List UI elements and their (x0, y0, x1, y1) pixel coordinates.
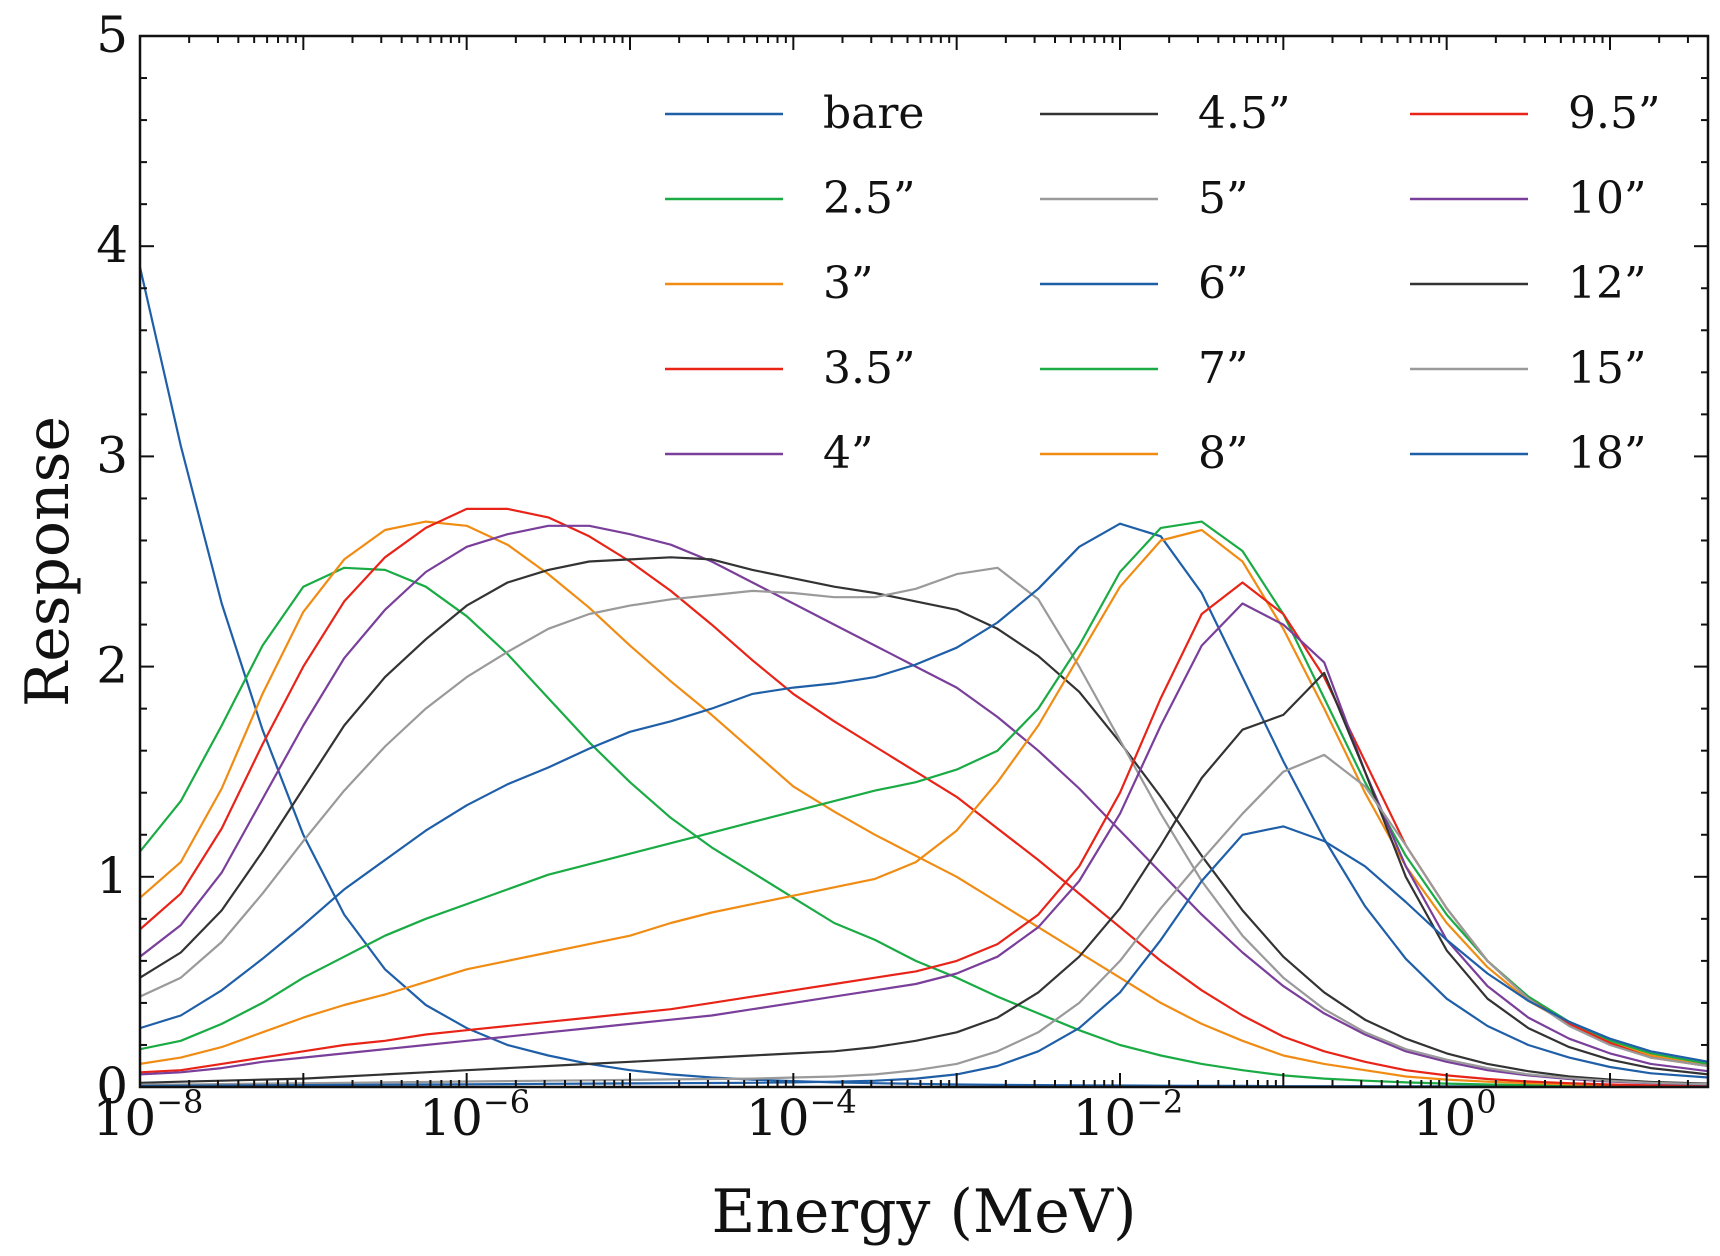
legend-label: 6” (1198, 258, 1249, 309)
legend-item: 4.5” (1040, 88, 1290, 139)
series-line-6 (140, 566, 1708, 1086)
series-line-9 (140, 528, 1708, 1068)
y-tick-label: 1 (96, 847, 128, 905)
x-tick-exponent: −8 (156, 1083, 203, 1121)
x-tick-base: 10 (746, 1089, 810, 1147)
legend-item: 10” (1410, 173, 1646, 224)
x-axis-label: Energy (MeV) (711, 1177, 1136, 1247)
legend-label: 2.5” (823, 173, 915, 224)
legend-label: 8” (1198, 428, 1249, 479)
legend-label: 9.5” (1568, 88, 1660, 139)
legend-item: 5” (1040, 173, 1249, 224)
legend-item: 2.5” (665, 173, 915, 224)
legend-label: 4” (823, 428, 874, 479)
series-layer (140, 266, 1708, 1087)
x-tick-label: 10−6 (419, 1083, 530, 1147)
legend-item: 9.5” (1410, 88, 1660, 139)
x-tick-exponent: 0 (1476, 1083, 1496, 1121)
legend-label: 5” (1198, 173, 1249, 224)
legend-item: 18” (1410, 428, 1646, 479)
legend-label: 7” (1198, 343, 1249, 394)
plot-frame (138, 34, 1710, 1089)
x-tick-label: 10−4 (746, 1083, 857, 1147)
legend-label: 3” (823, 258, 874, 309)
y-tick-label: 0 (96, 1057, 128, 1115)
legend-label: 15” (1568, 343, 1646, 394)
legend-label: 10” (1568, 173, 1646, 224)
series-line-4 (140, 524, 1708, 1086)
legend-item: 12” (1410, 258, 1646, 309)
x-tick-base: 10 (93, 1089, 157, 1147)
y-tick-label: 5 (96, 6, 128, 64)
legend-item: 3” (665, 258, 874, 309)
x-tick-base: 10 (1413, 1089, 1477, 1147)
series-line-10 (140, 581, 1708, 1074)
x-tick-base: 10 (419, 1089, 483, 1147)
series-line-13 (140, 753, 1708, 1087)
y-tick-label: 3 (96, 426, 128, 484)
x-tick-exponent: −2 (1136, 1083, 1183, 1121)
series-line-7 (140, 522, 1708, 1079)
series-line-11 (140, 602, 1708, 1076)
series-line-1 (140, 566, 1708, 1087)
y-axis-label: Response (13, 416, 83, 707)
series-line-12 (140, 671, 1708, 1084)
legend-label: bare (823, 88, 924, 139)
legend-label: 12” (1568, 258, 1646, 309)
legend-item: 8” (1040, 428, 1249, 479)
legend-item: 15” (1410, 343, 1646, 394)
x-tick-exponent: −4 (810, 1083, 857, 1121)
series-line-14 (140, 825, 1708, 1087)
y-tick-label: 4 (96, 216, 128, 274)
legend-item: 3.5” (665, 343, 915, 394)
legend-item: 6” (1040, 258, 1249, 309)
series-line-8 (140, 520, 1708, 1066)
legend-item: bare (665, 88, 924, 139)
legend-item: 4” (665, 428, 874, 479)
legend-label: 4.5” (1198, 88, 1290, 139)
x-tick-base: 10 (1073, 1089, 1137, 1147)
legend: bare 2.5” 3” 3.5” 4” 4.5” 5” 6” 7” 8” 9.5” 10” 12” 15… (665, 88, 1660, 479)
x-tick-label: 100 (1413, 1083, 1497, 1147)
legend-label: 18” (1568, 428, 1646, 479)
x-tick-label: 10−8 (93, 1083, 204, 1147)
series-line-3 (140, 507, 1708, 1087)
legend-item: 7” (1040, 343, 1249, 394)
legend-label: 3.5” (823, 343, 915, 394)
series-line-2 (140, 520, 1708, 1087)
x-tick-exponent: −6 (483, 1083, 530, 1121)
y-tick-label: 2 (96, 637, 128, 695)
x-tick-label: 10−2 (1073, 1083, 1184, 1147)
series-line-5 (140, 556, 1708, 1085)
